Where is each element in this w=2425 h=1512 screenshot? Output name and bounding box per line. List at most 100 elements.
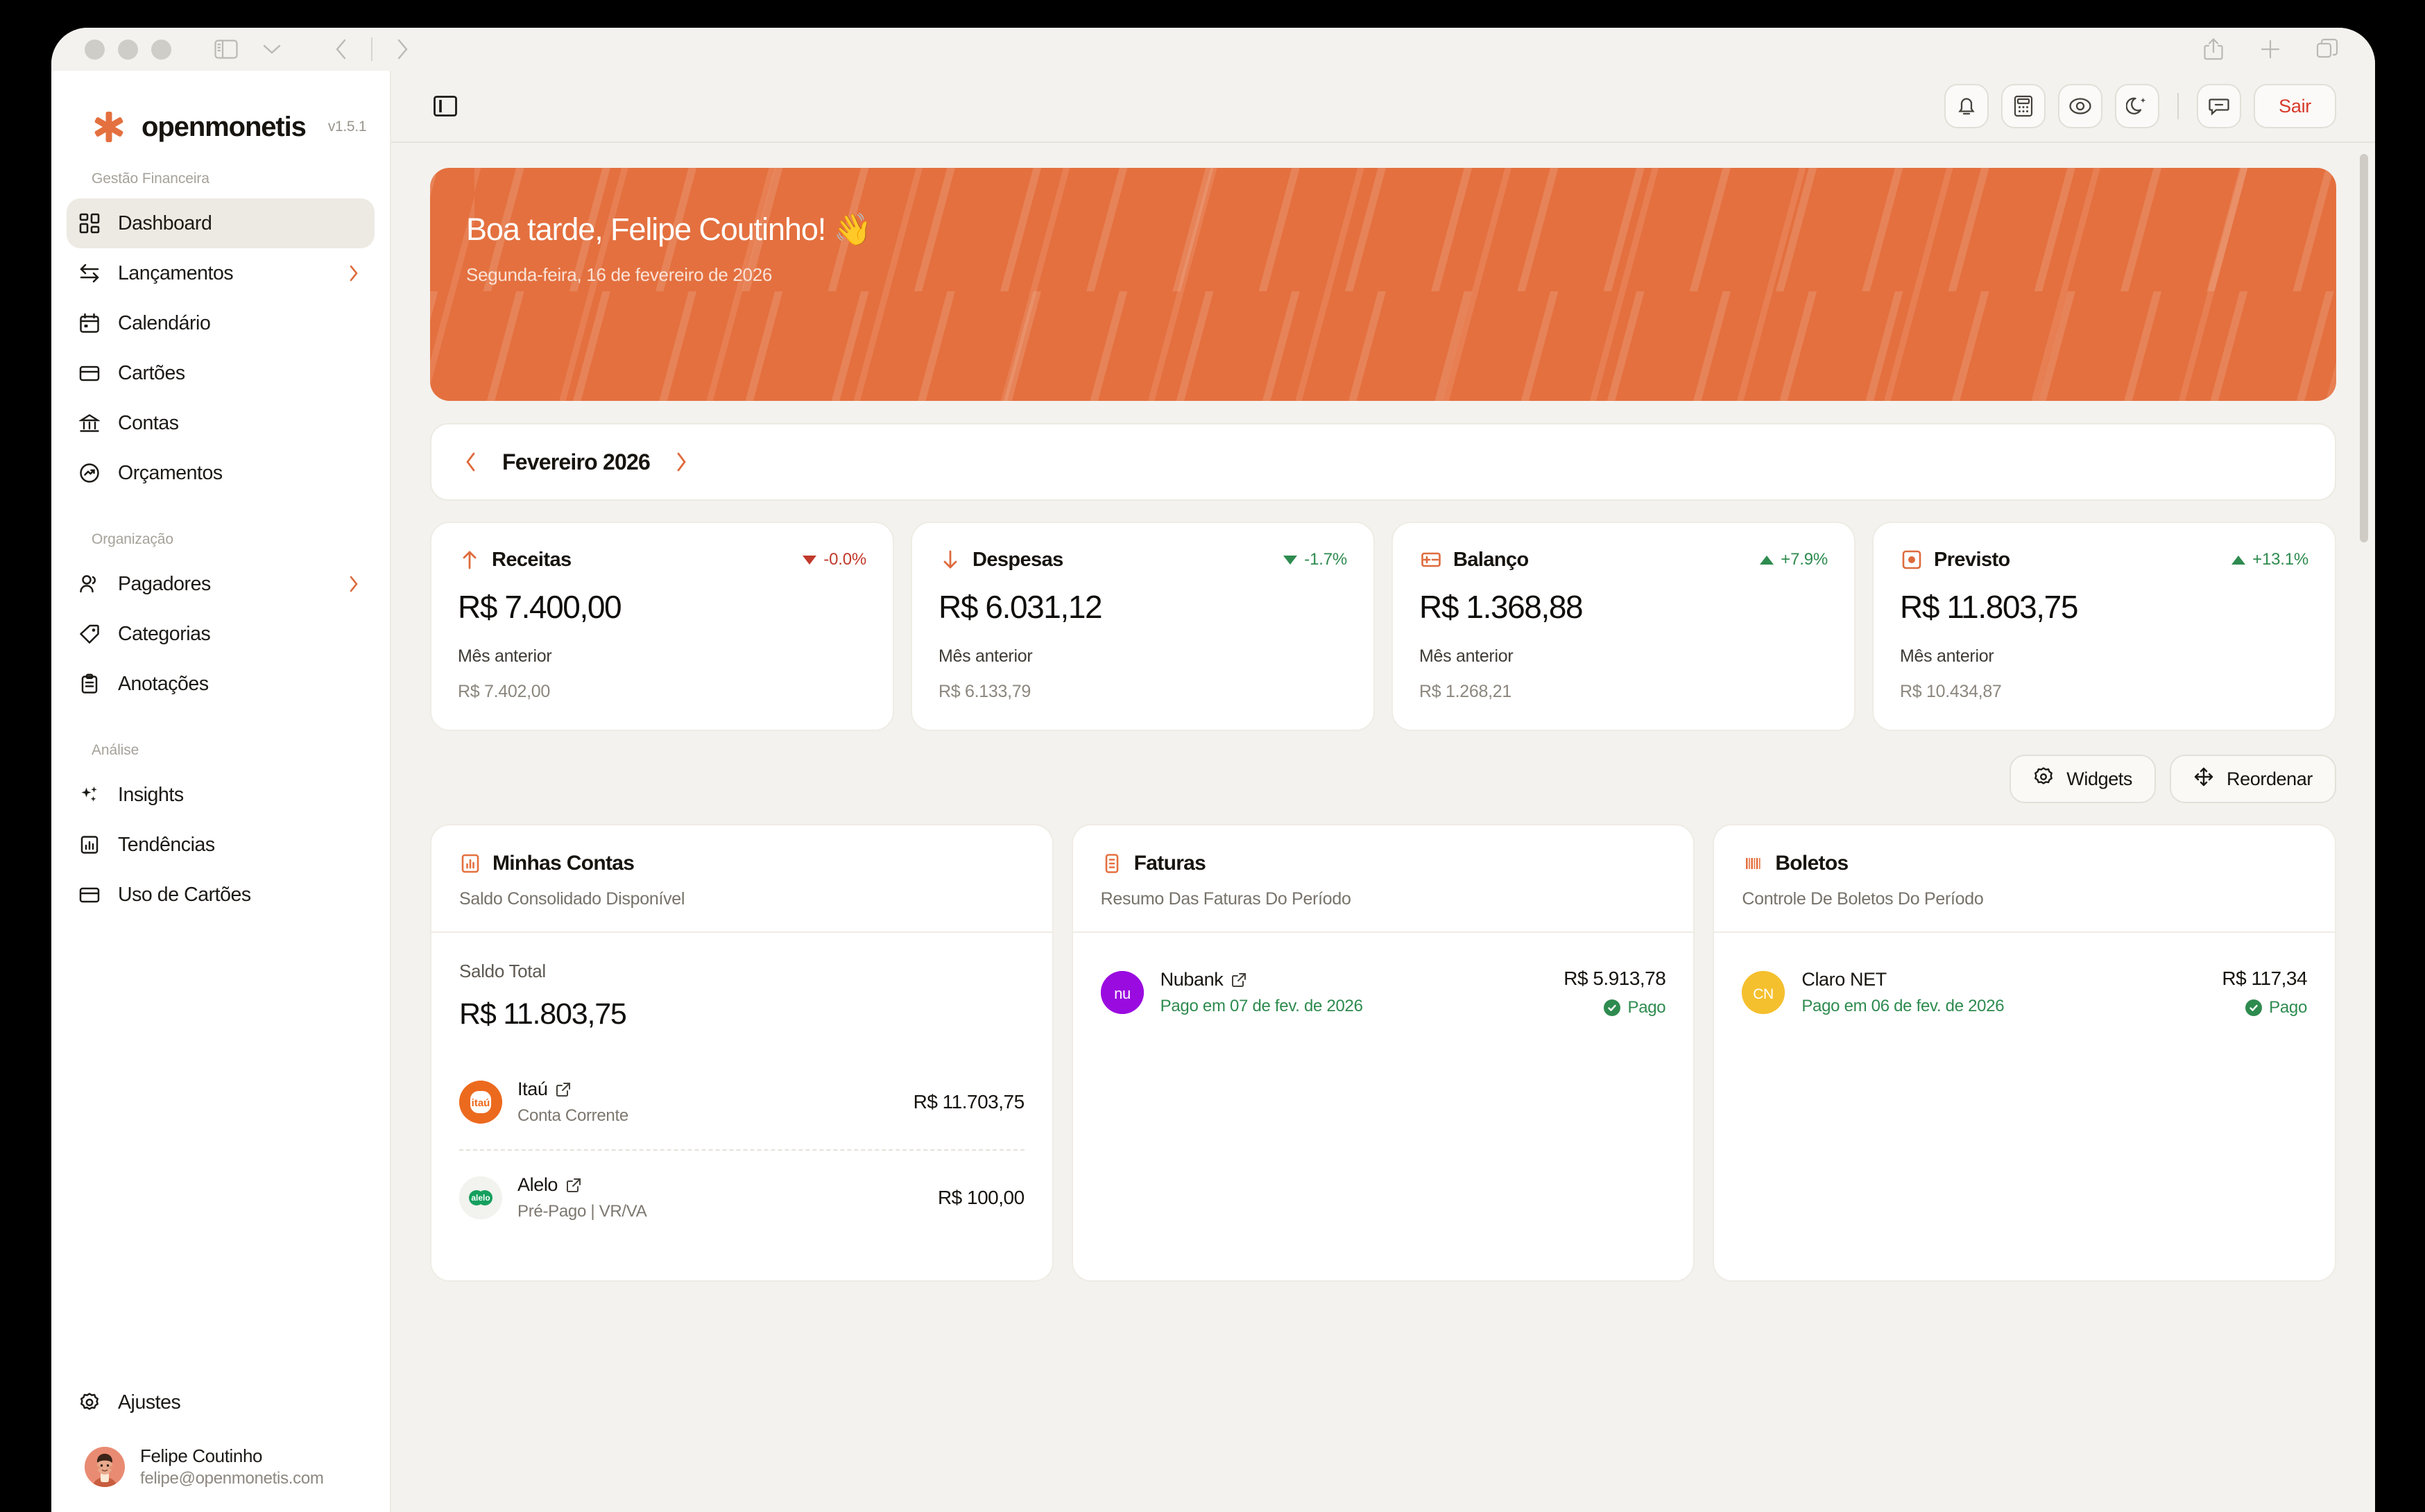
moon-star-icon[interactable] bbox=[2115, 84, 2160, 128]
titlebar-divider bbox=[371, 37, 372, 61]
status-label: Pago bbox=[2269, 998, 2308, 1017]
sidebar-item-anotacoes[interactable]: Anotações bbox=[67, 659, 375, 709]
sidebar-panel-icon[interactable] bbox=[206, 31, 246, 67]
account-row[interactable]: itaú Itaú bbox=[459, 1055, 1025, 1149]
current-month-label: Fevereiro 2026 bbox=[502, 449, 651, 474]
vertical-scrollbar[interactable] bbox=[2360, 154, 2368, 542]
account-row[interactable]: alelo Alelo bbox=[459, 1149, 1025, 1245]
chevron-right-icon[interactable] bbox=[348, 264, 359, 282]
reorder-button[interactable]: Reordenar bbox=[2170, 755, 2336, 803]
kpi-prev-label: Mês anterior bbox=[1419, 646, 1514, 666]
sidebar-item-dashboard[interactable]: Dashboard bbox=[67, 198, 375, 248]
greeting-date: Segunda-feira, 16 de fevereiro de 2026 bbox=[466, 264, 773, 285]
credit-card-icon bbox=[76, 360, 103, 386]
sidebar-collapse-icon[interactable] bbox=[430, 91, 461, 121]
sidebar-item-label: Dashboard bbox=[118, 212, 212, 234]
sidebar-item-label: Cartões bbox=[118, 361, 185, 384]
sidebar-item-lancamentos[interactable]: Lançamentos bbox=[67, 248, 375, 298]
sidebar-item-tendencias[interactable]: Tendências bbox=[67, 820, 375, 870]
kpi-header: Balanço +7.9% bbox=[1419, 548, 1828, 572]
boleto-name-line: Claro NET bbox=[1801, 969, 2205, 990]
sidebar-item-label: Tendências bbox=[118, 833, 215, 856]
sidebar-item-categorias[interactable]: Categorias bbox=[67, 609, 375, 659]
users-icon bbox=[76, 571, 103, 597]
kpi-card-despesas[interactable]: Despesas -1.7% R$ 6.031,12 Mês anterior … bbox=[911, 522, 1375, 731]
gear-icon bbox=[2033, 766, 2054, 792]
kpi-header: Receitas -0.0% bbox=[458, 548, 866, 572]
svg-text:itaú: itaú bbox=[472, 1097, 490, 1109]
widget-body: Saldo Total R$ 11.803,75 itaú bbox=[431, 933, 1052, 1280]
widget-title-row: Faturas bbox=[1101, 852, 1666, 875]
sidebar-item-label: Uso de Cartões bbox=[118, 883, 251, 906]
widgets-button[interactable]: Widgets bbox=[2010, 755, 2157, 803]
chat-minus-icon[interactable] bbox=[2197, 84, 2242, 128]
copy-tabs-icon[interactable] bbox=[2307, 31, 2347, 67]
invoice-amount: R$ 5.913,78 bbox=[1563, 968, 1666, 989]
user-profile[interactable]: Felipe Coutinho felipe@openmonetis.com bbox=[51, 1427, 390, 1488]
target-dot-icon bbox=[1900, 548, 1923, 572]
kpi-title: Despesas bbox=[972, 548, 1063, 571]
chevron-right-icon[interactable] bbox=[382, 31, 422, 67]
widget-subtitle: Resumo Das Faturas Do Período bbox=[1100, 889, 1351, 909]
month-navigator: Fevereiro 2026 bbox=[430, 423, 2336, 501]
close-window-button[interactable] bbox=[85, 39, 105, 60]
kpi-prev-value: R$ 6.133,79 bbox=[939, 682, 1031, 701]
kpi-card-receitas[interactable]: Receitas -0.0% R$ 7.400,00 Mês anterior … bbox=[430, 522, 894, 731]
calculator-icon[interactable] bbox=[2001, 84, 2046, 128]
nav-section-organizacao: Organização Pagadores Categorias bbox=[51, 498, 390, 709]
total-balance-value: R$ 11.803,75 bbox=[459, 997, 627, 1031]
content-header: Sair bbox=[391, 71, 2375, 143]
brand-block[interactable]: openmonetis v1.5.1 bbox=[51, 71, 390, 154]
external-link-icon[interactable] bbox=[566, 1178, 581, 1193]
kpi-title: Previsto bbox=[1934, 548, 2010, 571]
chevron-left-icon[interactable] bbox=[321, 31, 361, 67]
external-link-icon[interactable] bbox=[1231, 972, 1246, 988]
svg-text:CN: CN bbox=[1754, 986, 1774, 1002]
nav-section-analise: Análise Insights Tendências bbox=[51, 709, 390, 920]
invoice-row[interactable]: nu Nubank bbox=[1100, 961, 1666, 1041]
kpi-card-balanco[interactable]: Balanço +7.9% R$ 1.368,88 Mês anterior R… bbox=[1391, 522, 1856, 731]
svg-text:nu: nu bbox=[1114, 985, 1131, 1002]
widget-title-row: Boletos bbox=[1742, 852, 2307, 875]
widget-header: Minhas Contas Saldo Consolidado Disponív… bbox=[431, 825, 1052, 933]
external-link-icon[interactable] bbox=[556, 1082, 571, 1097]
maximize-window-button[interactable] bbox=[151, 39, 171, 60]
minimize-window-button[interactable] bbox=[118, 39, 138, 60]
account-name-line: Itaú bbox=[517, 1079, 898, 1100]
sidebar-item-label: Orçamentos bbox=[118, 461, 223, 484]
sidebar-item-cartoes[interactable]: Cartões bbox=[67, 348, 375, 398]
check-icon bbox=[1604, 999, 1621, 1016]
share-icon[interactable] bbox=[2193, 31, 2234, 67]
sidebar-item-ajustes[interactable]: Ajustes bbox=[67, 1377, 375, 1427]
traffic-lights[interactable] bbox=[85, 39, 171, 60]
bank-icon bbox=[76, 410, 103, 436]
kpi-title: Receitas bbox=[492, 548, 572, 571]
sidebar-item-contas[interactable]: Contas bbox=[67, 398, 375, 448]
chevron-down-icon[interactable] bbox=[252, 31, 292, 67]
kpi-row: Receitas -0.0% R$ 7.400,00 Mês anterior … bbox=[430, 522, 2336, 731]
next-month-button[interactable] bbox=[665, 446, 697, 478]
app-window: openmonetis v1.5.1 Gestão Financeira Das… bbox=[51, 28, 2375, 1512]
asterisk-icon bbox=[92, 110, 126, 144]
prev-month-button[interactable] bbox=[455, 446, 487, 478]
logout-button[interactable]: Sair bbox=[2254, 84, 2336, 128]
kpi-delta: -1.7% bbox=[1283, 550, 1347, 569]
dashboard-scroll-area[interactable]: Boa tarde, Felipe Coutinho! 👋 Segunda-fe… bbox=[391, 143, 2375, 1512]
kpi-delta-value: -1.7% bbox=[1304, 550, 1347, 569]
sidebar-item-uso-de-cartoes[interactable]: Uso de Cartões bbox=[67, 870, 375, 920]
status-badge: Pago bbox=[1563, 998, 1666, 1017]
sidebar-item-insights[interactable]: Insights bbox=[67, 770, 375, 820]
eye-icon[interactable] bbox=[2058, 84, 2103, 128]
chevron-right-icon[interactable] bbox=[348, 575, 359, 593]
main-area: Sair Boa tarde, Felipe Coutinho! 👋 Segun… bbox=[391, 71, 2375, 1512]
sidebar-item-orcamentos[interactable]: Orçamentos bbox=[67, 448, 375, 498]
kpi-prev-label: Mês anterior bbox=[458, 646, 552, 666]
plus-icon[interactable] bbox=[2250, 31, 2290, 67]
sidebar-item-pagadores[interactable]: Pagadores bbox=[67, 559, 375, 609]
boleto-row[interactable]: CN Claro NET Pago em 06 de fev. de 2026 bbox=[1742, 961, 2308, 1041]
grid-dashboard-icon bbox=[76, 210, 103, 237]
kpi-card-previsto[interactable]: Previsto +13.1% R$ 11.803,75 Mês anterio… bbox=[1872, 522, 2336, 731]
sidebar-item-calendario[interactable]: Calendário bbox=[67, 298, 375, 348]
bell-icon[interactable] bbox=[1944, 84, 1989, 128]
account-name-line: Alelo bbox=[517, 1174, 923, 1196]
